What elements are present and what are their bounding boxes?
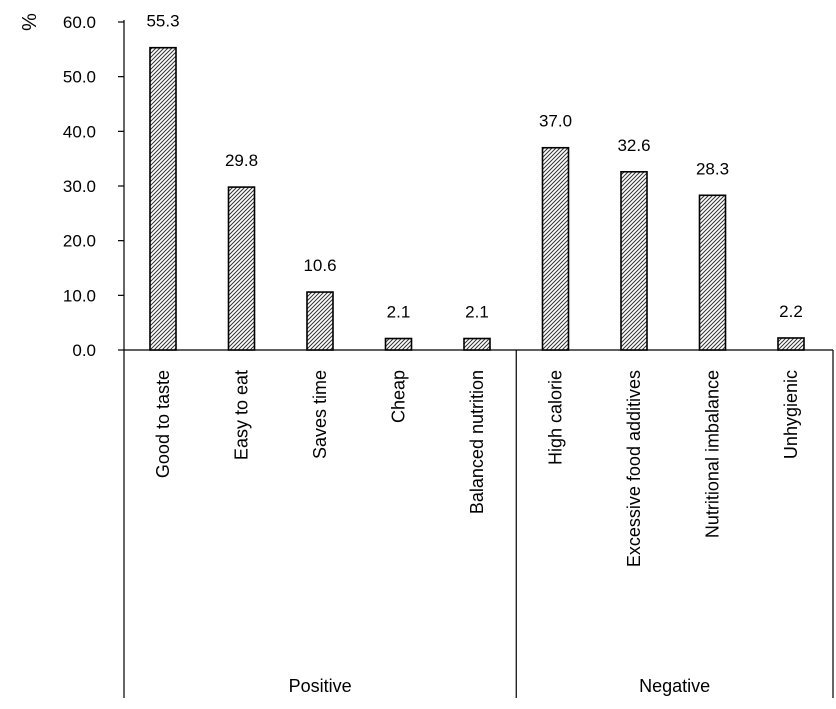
bar [227,186,256,351]
category-label: Unhygienic [781,370,801,459]
data-label: 10.6 [303,256,336,275]
axes [123,20,834,698]
bar [463,337,491,351]
y-axis-unit-label: % [17,13,39,31]
bar [384,337,413,351]
data-labels: 55.3 29.8 10.6 2.1 2.1 37.0 32.6 28.3 2.2 [146,12,802,322]
data-label: 29.8 [225,151,258,170]
y-tick-label: 30.0 [63,177,96,196]
y-tick-label: 10.0 [63,286,96,305]
bar [698,194,727,351]
y-tick-label: 40.0 [63,122,96,141]
category-label: Nutritional imbalance [703,370,723,538]
y-axis-ticks: 0.0 10.0 20.0 30.0 40.0 50.0 60.0 [63,13,124,360]
category-label: Easy to eat [232,370,252,460]
data-label: 2.2 [779,302,803,321]
data-label: 28.3 [696,159,729,178]
category-labels: Good to taste Easy to eat Saves time Cheap B… [153,370,801,567]
bar [541,146,570,351]
category-label: High calorie [546,370,566,465]
y-tick-label: 60.0 [63,13,96,32]
bar [149,46,177,351]
group-label: Positive [289,676,352,696]
data-label: 2.1 [465,303,489,322]
group-labels: Positive Negative [289,676,711,696]
category-label: Good to taste [153,370,173,478]
bar [620,170,648,351]
data-label: 55.3 [146,12,179,31]
bar [306,291,334,351]
y-tick-label: 20.0 [63,232,96,251]
category-label: Balanced nutrition [467,370,487,514]
bar [777,337,805,351]
data-label: 32.6 [617,136,650,155]
y-tick-label: 50.0 [63,68,96,87]
data-label: 37.0 [539,112,572,131]
bars [149,46,805,351]
data-label: 2.1 [387,303,411,322]
category-label: Cheap [389,370,409,423]
y-tick-label: 0.0 [72,341,96,360]
category-label: Excessive food additives [624,370,644,567]
group-label: Negative [639,676,710,696]
category-label: Saves time [310,370,330,459]
